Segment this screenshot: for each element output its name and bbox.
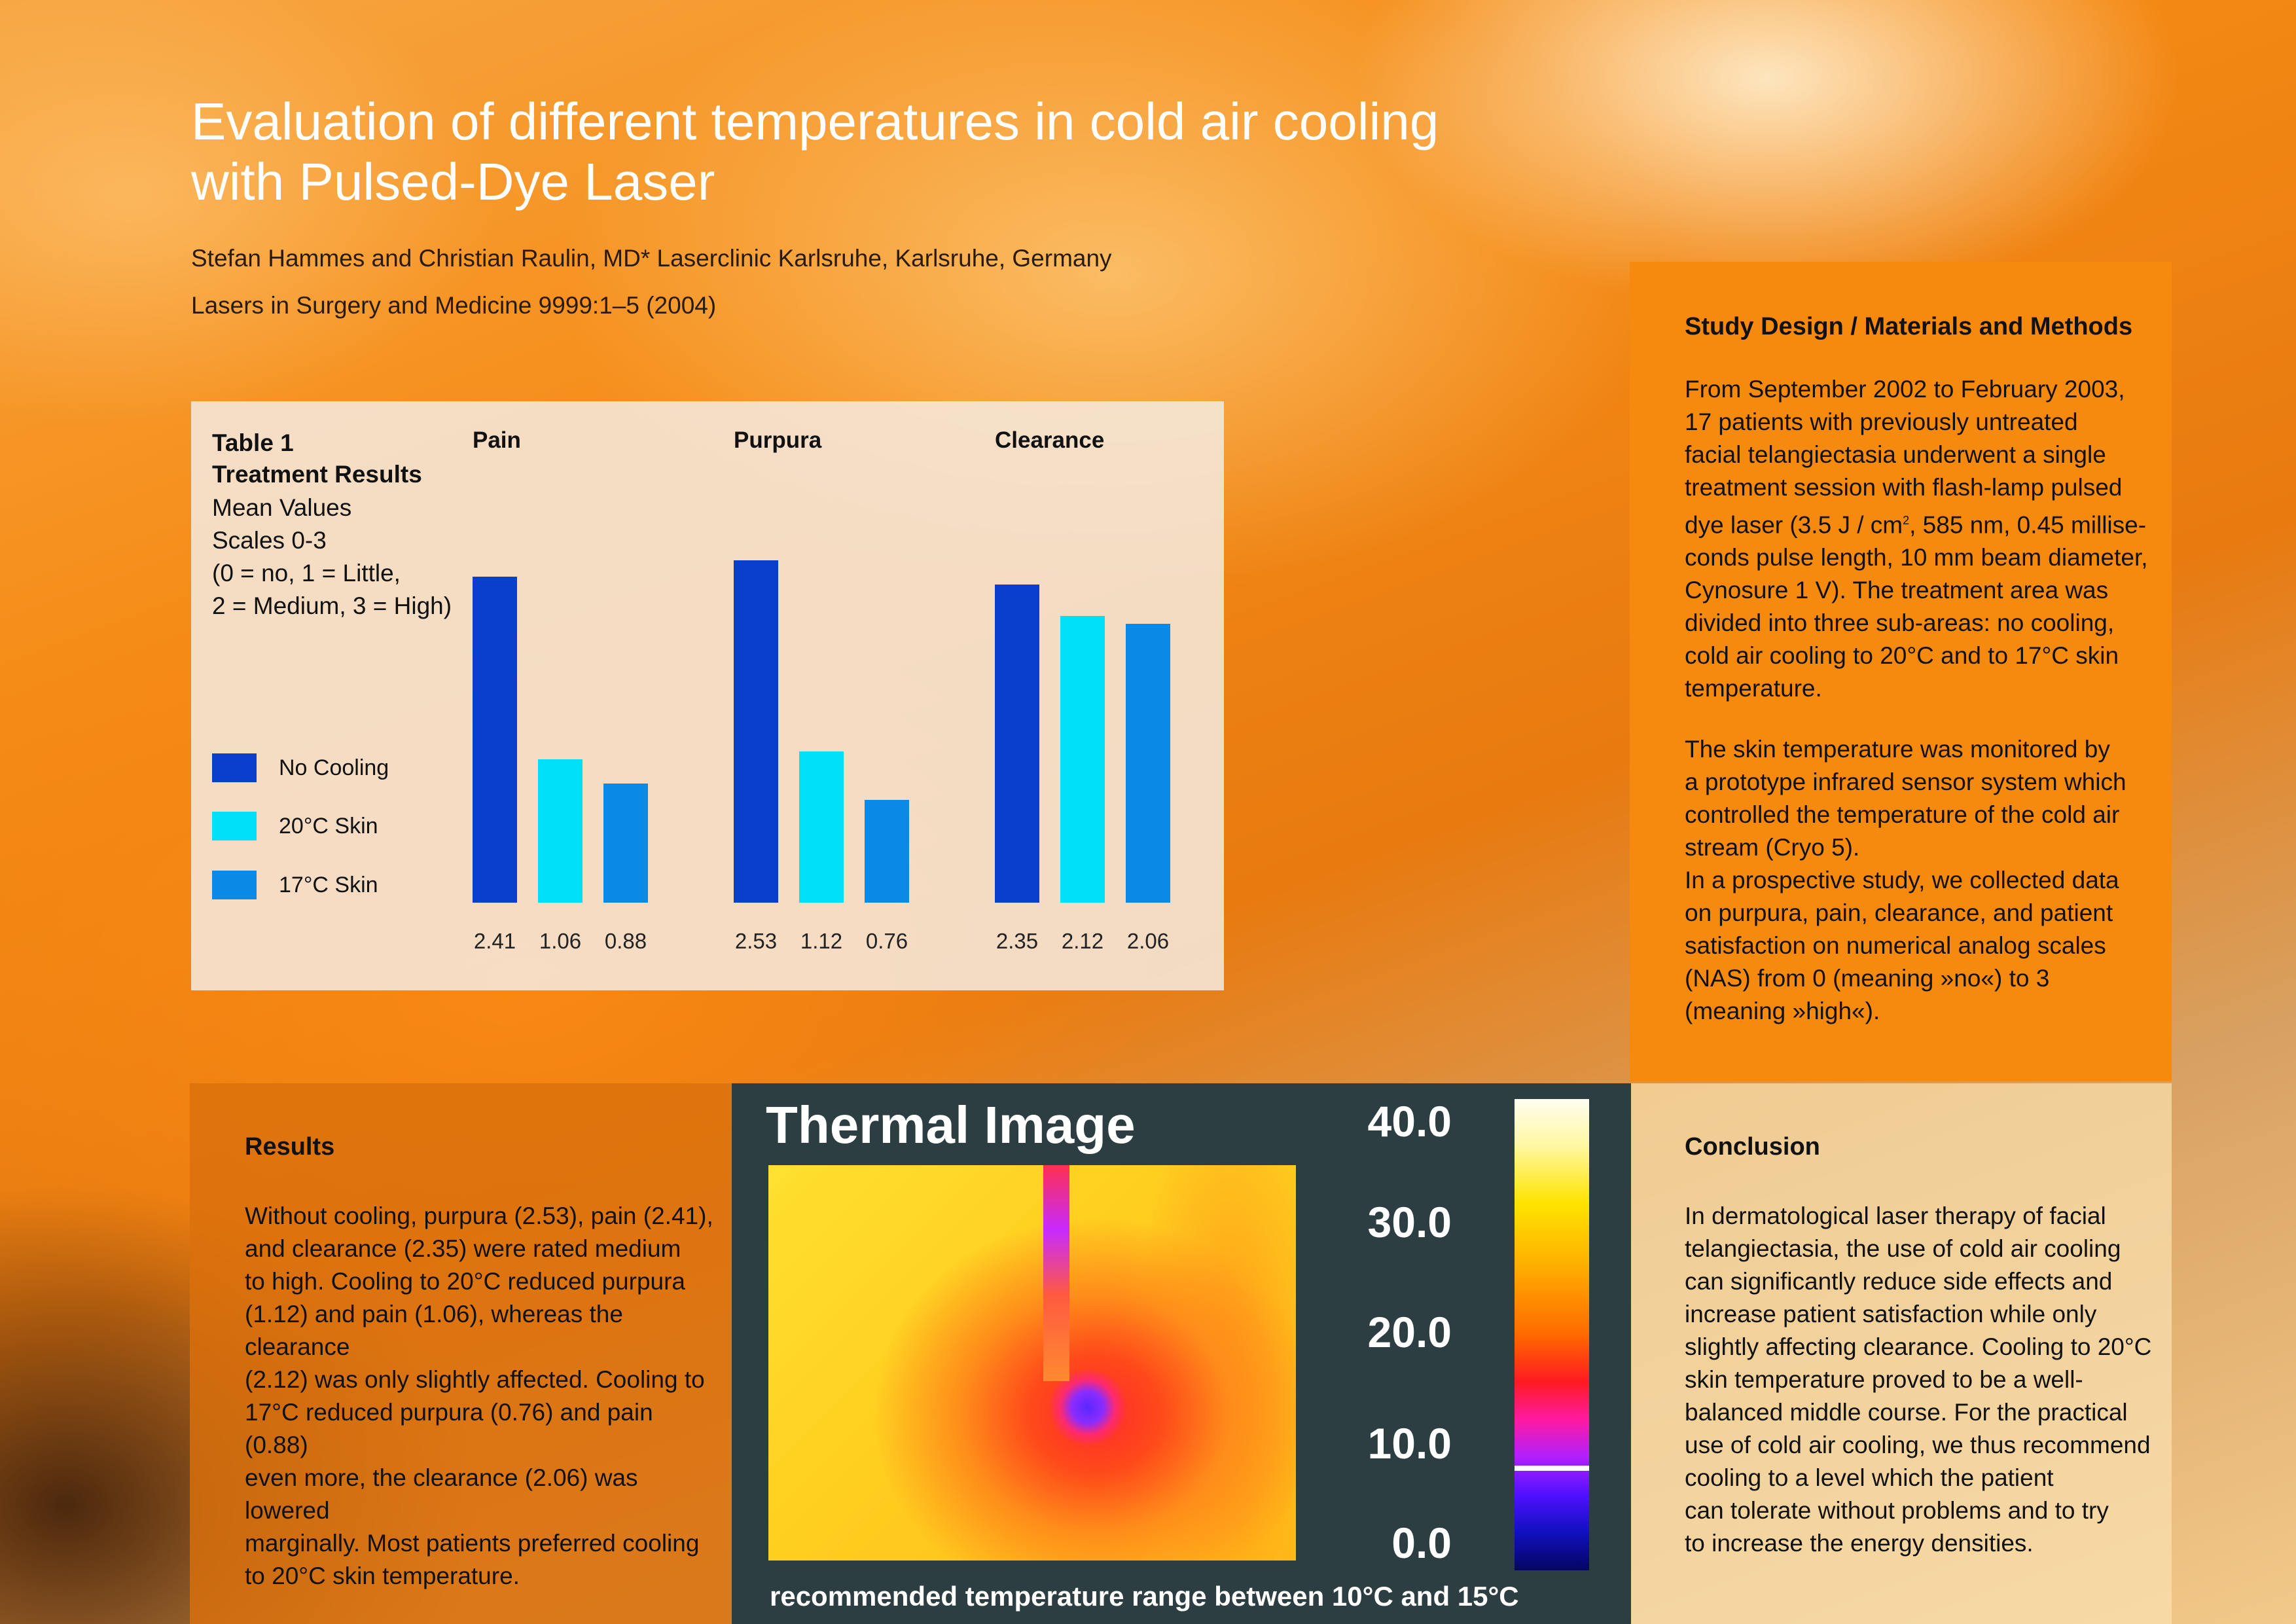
thermal-caption: recommended temperature range between 10… [770,1581,1519,1612]
temperature-color-scale [1515,1099,1589,1570]
title-line-2: with Pulsed-Dye Laser [191,153,715,211]
value-label: 0.76 [865,929,908,953]
scale-label: 30.0 [1367,1198,1452,1246]
poster-title: Evaluation of different temperatures in … [191,92,1566,212]
category-label-pain: Pain [473,427,521,453]
bar-clearance-1 [1060,616,1105,903]
scale-label: 10.0 [1367,1419,1452,1468]
scale-label: 40.0 [1367,1097,1452,1146]
category-label-purpura: Purpura [734,427,822,453]
value-label: 0.88 [604,929,647,953]
category-label-clearance: Clearance [995,427,1105,453]
bar-purpura-0 [734,560,778,903]
table1-title-line-2: Treatment Results [212,461,422,488]
scale-label: 20.0 [1367,1308,1452,1356]
table1-desc-line-3: (0 = no, 1 = Little, [212,560,401,586]
value-label: 2.35 [996,929,1039,953]
legend-label: 20°C Skin [279,813,378,839]
scale-label: 0.0 [1391,1519,1452,1567]
table1-desc-line-2: Scales 0-3 [212,527,327,554]
study-design-panel: Study Design / Materials and Methods Fro… [1630,262,2172,1081]
temperature-scale-marker [1515,1466,1589,1471]
bar-purpura-1 [799,751,844,903]
table1-desc-line-1: Mean Values [212,494,352,521]
bar-clearance-0 [995,585,1039,903]
legend-item-20c: 20°C Skin [212,811,378,841]
value-label: 2.12 [1061,929,1104,953]
legend-label: No Cooling [279,755,389,780]
table1-title-line-1: Table 1 [212,429,294,456]
legend-label: 17°C Skin [279,872,378,897]
thermal-probe [1043,1165,1069,1381]
thermal-image: Thermal Image 40.0 30.0 20.0 10.0 0.0 re… [732,1083,1631,1624]
thermal-title: Thermal Image [766,1096,1136,1154]
results-body: Without cooling, purpura (2.53), pain (2… [245,1202,713,1589]
study-para1-a: From September 2002 to February 2003, 17… [1685,376,2125,539]
bar-clearance-2 [1126,624,1170,903]
bar-purpura-2 [865,800,909,903]
thermal-photo [768,1165,1296,1561]
value-label: 2.41 [473,929,516,953]
bar-chart: Pain 2.41 1.06 0.88 Purpura 2.53 1.12 0.76 Clear… [191,401,1224,990]
conclusion-panel: Conclusion In dermatological laser thera… [1631,1083,2172,1624]
authors: Stefan Hammes and Christian Raulin, MD* … [191,245,1112,272]
value-label: 2.53 [734,929,778,953]
study-para1-b: , 585 nm, 0.45 millise- conds pulse leng… [1685,511,2148,702]
conclusion-heading: Conclusion [1685,1133,1820,1161]
table1-panel: Table 1 Treatment Results Mean Values Sc… [191,401,1224,990]
value-label: 1.06 [539,929,582,953]
value-label: 1.12 [800,929,843,953]
value-label: 2.06 [1126,929,1170,953]
title-line-1: Evaluation of different temperatures in … [191,92,1439,151]
study-heading: Study Design / Materials and Methods [1685,313,2133,340]
table1-desc-line-4: 2 = Medium, 3 = High) [212,592,452,619]
legend-swatch-17c [212,871,257,899]
table1-title: Table 1 Treatment Results [212,427,422,490]
results-heading: Results [245,1133,335,1161]
table1-description: Mean Values Scales 0-3 (0 = no, 1 = Litt… [212,492,461,623]
journal-citation: Lasers in Surgery and Medicine 9999:1–5 … [191,292,717,319]
bar-pain-0 [473,577,517,903]
results-panel: Results Without cooling, purpura (2.53),… [190,1083,732,1624]
study-paragraph-2: The skin temperature was monitored by a … [1685,736,2126,1024]
legend-item-no-cooling: No Cooling [212,753,389,783]
bar-pain-2 [603,784,648,903]
study-paragraph-1: From September 2002 to February 2003, 17… [1685,373,2156,705]
bar-pain-1 [538,759,583,903]
legend-item-17c: 17°C Skin [212,870,378,900]
conclusion-body: In dermatological laser therapy of facia… [1685,1202,2152,1557]
study-para1-sup: 2 [1903,514,1910,527]
legend-swatch-no-cooling [212,753,257,782]
legend-swatch-20c [212,812,257,840]
